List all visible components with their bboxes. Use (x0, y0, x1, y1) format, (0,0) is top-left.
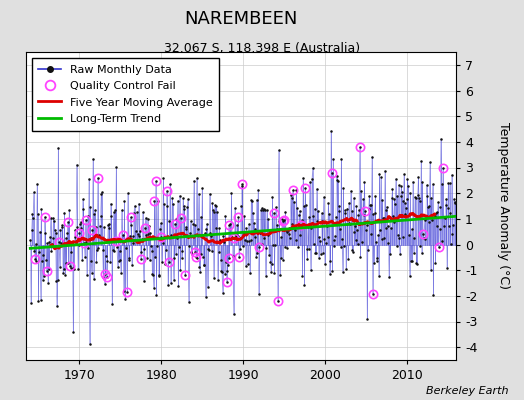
Legend: Raw Monthly Data, Quality Control Fail, Five Year Moving Average, Long-Term Tren: Raw Monthly Data, Quality Control Fail, … (32, 58, 219, 131)
Text: Berkeley Earth: Berkeley Earth (426, 386, 508, 396)
Title: NAREMBEEN: NAREMBEEN (184, 10, 298, 28)
Y-axis label: Temperature Anomaly (°C): Temperature Anomaly (°C) (497, 122, 510, 290)
Text: 32.067 S, 118.398 E (Australia): 32.067 S, 118.398 E (Australia) (164, 42, 360, 55)
